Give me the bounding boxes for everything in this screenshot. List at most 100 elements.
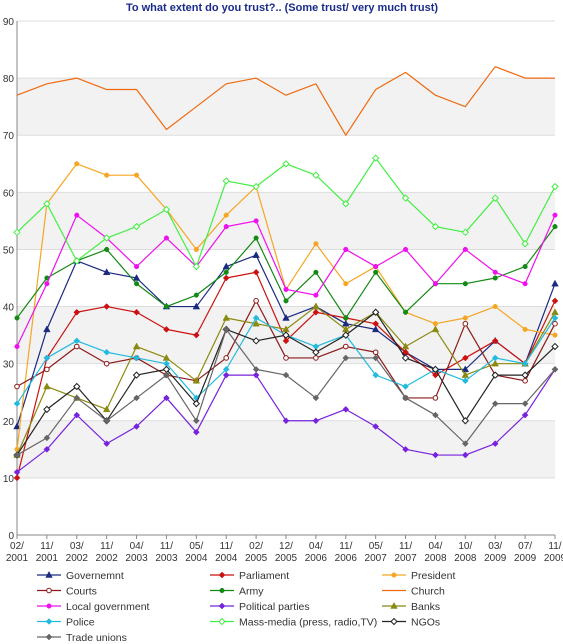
data-point-police: [133, 354, 140, 362]
data-point-police: [491, 354, 499, 362]
data-point-local-government: [163, 235, 169, 241]
series-army: [14, 224, 558, 321]
y-tick-label: 20: [3, 417, 15, 428]
data-point-ngos: [431, 365, 440, 374]
data-point-trade-unions: [192, 417, 200, 425]
data-point-courts: [253, 298, 259, 304]
legend-label: Political parties: [239, 601, 310, 613]
data-point-local-government: [134, 264, 140, 270]
data-point-president: [522, 326, 528, 332]
data-point-ngos: [43, 405, 51, 414]
data-point-president: [492, 304, 498, 310]
data-point-army: [492, 275, 498, 281]
data-point-courts: [283, 355, 289, 361]
x-tick-label: 11/2001: [36, 541, 59, 564]
data-point-mass-media-press-radio-tv: [551, 182, 559, 191]
legend-label: President: [411, 570, 455, 582]
data-point-mass-media-press-radio-tv: [162, 205, 171, 214]
data-point-banks: [431, 325, 440, 333]
data-point-political-parties: [432, 451, 439, 459]
data-point-ngos: [132, 371, 141, 379]
data-point-banks: [252, 319, 260, 327]
data-point-police: [43, 354, 51, 362]
data-point-banks: [192, 376, 201, 384]
legend-label: Banks: [411, 601, 440, 613]
legend-label: Trade unions: [66, 632, 127, 644]
data-point-political-parties: [491, 440, 499, 447]
data-point-army: [104, 246, 110, 252]
data-point-local-government: [492, 269, 498, 275]
data-point-parliament: [312, 308, 320, 316]
x-tick-label: 04/2006: [305, 541, 328, 564]
data-point-trade-unions: [312, 394, 320, 402]
x-tick-label: 05/2007: [365, 541, 388, 564]
series-mass-media-press-radio-tv: [13, 154, 559, 271]
data-point-trade-unions: [551, 366, 559, 373]
data-point-parliament: [13, 474, 21, 482]
legend-item-president: President: [382, 570, 455, 582]
data-point-governemnt: [551, 279, 559, 287]
legend-item-banks: Banks: [382, 601, 440, 613]
data-point-courts: [342, 343, 349, 350]
data-point-local-government: [74, 212, 80, 218]
data-point-police: [402, 383, 409, 390]
data-point-army: [373, 269, 379, 275]
data-point-courts: [44, 366, 50, 373]
data-point-trade-unions: [461, 440, 469, 447]
data-point-local-government: [343, 246, 349, 252]
legend-marker: [219, 587, 225, 594]
data-point-ngos: [252, 337, 260, 345]
x-tick-label: 05/2004: [185, 541, 208, 564]
data-point-local-government: [432, 281, 438, 287]
data-point-police: [372, 371, 380, 379]
data-point-local-government: [522, 281, 528, 287]
legend-label: Parliament: [239, 570, 289, 582]
data-point-banks: [132, 342, 141, 350]
data-point-local-government: [462, 246, 468, 252]
data-point-parliament: [372, 320, 380, 328]
data-point-police: [103, 348, 111, 356]
data-point-political-parties: [13, 468, 21, 476]
data-point-political-parties: [222, 371, 230, 379]
data-point-trade-unions: [282, 371, 290, 379]
data-point-banks: [312, 302, 320, 310]
data-point-mass-media-press-radio-tv: [312, 171, 320, 179]
data-point-trade-unions: [73, 394, 81, 402]
legend-label: Police: [66, 617, 95, 629]
x-tick-label: 11/2009: [544, 541, 563, 564]
x-tick-label: 04/2003: [125, 541, 148, 564]
x-tick-label: 11/2004: [215, 541, 238, 564]
data-point-police: [73, 337, 81, 345]
data-point-political-parties: [461, 451, 469, 459]
data-point-political-parties: [133, 423, 140, 430]
data-point-local-government: [403, 246, 409, 252]
data-point-governemnt: [43, 325, 51, 333]
data-point-army: [193, 292, 199, 298]
legend-label: Mass-media (press, radio,TV): [239, 617, 377, 629]
data-point-ngos: [401, 354, 410, 362]
data-point-governemnt: [282, 313, 290, 321]
legend-item-police: Police: [37, 617, 95, 629]
data-point-mass-media-press-radio-tv: [371, 154, 380, 162]
data-point-police: [13, 400, 21, 407]
data-point-trade-unions: [133, 394, 140, 402]
data-point-army: [223, 269, 229, 275]
data-point-ngos: [461, 417, 470, 425]
legend: Governemnt Parliament President Courts Army C…: [37, 570, 455, 644]
data-point-parliament: [73, 308, 81, 316]
series-lines: [13, 66, 559, 482]
data-point-political-parties: [521, 411, 529, 419]
axes: 0 10 20 30 40 50 60 70 80 90 02/2001 11/2001 03/2002…: [3, 17, 563, 564]
data-point-parliament: [222, 274, 230, 282]
series-line-church: [16, 66, 555, 136]
legend-label: Army: [239, 586, 264, 598]
x-tick-label: 02/2001: [6, 541, 29, 564]
data-point-police: [521, 360, 529, 368]
x-tick-label: 10/2008: [454, 541, 477, 564]
legend-item-trade-unions: Trade unions: [37, 632, 127, 644]
x-tick-label: 11/2003: [155, 541, 178, 564]
data-point-ngos: [73, 382, 81, 391]
data-point-trade-unions: [372, 354, 380, 362]
data-point-mass-media-press-radio-tv: [43, 200, 51, 208]
data-point-governemnt: [192, 302, 201, 310]
